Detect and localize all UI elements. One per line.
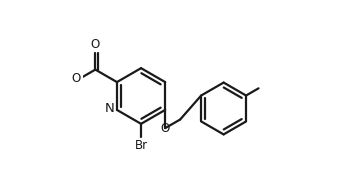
Text: O: O bbox=[161, 122, 170, 135]
Text: O: O bbox=[72, 72, 81, 85]
Text: O: O bbox=[91, 38, 100, 51]
Text: N: N bbox=[104, 103, 114, 115]
Text: Br: Br bbox=[135, 139, 148, 152]
